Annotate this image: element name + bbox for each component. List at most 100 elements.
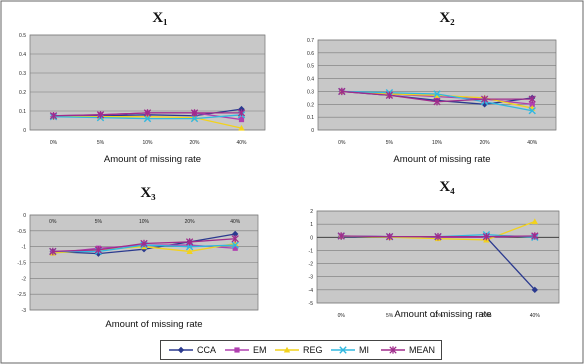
x-tick-label: 5% xyxy=(97,140,105,146)
data-point-mean xyxy=(528,95,536,103)
y-tick-label: 0.1 xyxy=(307,115,314,121)
x-tick-label: 20% xyxy=(480,140,491,146)
y-tick-label: -3 xyxy=(309,275,314,281)
data-point-mean xyxy=(94,246,103,254)
y-tick-label: 0.7 xyxy=(307,38,314,44)
y-tick-label: 2 xyxy=(310,209,313,215)
y-tick-label: -1.5 xyxy=(17,261,26,267)
legend-label: MEAN xyxy=(409,345,435,355)
data-point-mean xyxy=(337,232,345,240)
data-point-em xyxy=(238,116,245,123)
data-point-mean xyxy=(385,91,394,99)
data-point-mi xyxy=(433,90,441,98)
y-tick-label: 0.3 xyxy=(19,71,26,77)
data-point-mean xyxy=(185,238,194,246)
y-tick-label: 0 xyxy=(23,128,26,134)
legend-item-mi: MI xyxy=(331,345,369,355)
y-tick-label: -3 xyxy=(22,308,27,314)
x-axis-label: Amount of missing rate xyxy=(105,319,202,330)
data-point-mean xyxy=(338,87,346,96)
chart-panel-3: 0 -0.5 -1 -1.5 -2 -2.5 -3 0% 5% 10% 20% 40% X₃ Amount… xyxy=(17,185,259,330)
data-point-mean xyxy=(190,109,199,117)
data-point-mi xyxy=(528,107,536,115)
y-tick-label: -5 xyxy=(309,301,314,307)
data-point-reg xyxy=(238,124,245,131)
data-point-mi xyxy=(190,114,199,123)
x-tick-label: 5% xyxy=(386,313,394,319)
legend-label: EM xyxy=(253,345,267,355)
x-tick-label: 40% xyxy=(236,140,247,146)
y-tick-label: -2.5 xyxy=(17,292,26,298)
y-tick-label: 0 xyxy=(310,235,313,241)
data-point-reg xyxy=(186,248,193,254)
data-point-mean xyxy=(480,95,489,103)
x-axis-label: Amount of missing rate xyxy=(394,309,491,320)
data-point-mean xyxy=(482,232,491,241)
legend-item-em: EM xyxy=(225,345,267,355)
y-tick-label: 0 xyxy=(23,213,26,219)
data-point-mean xyxy=(140,239,148,248)
y-tick-label: -4 xyxy=(309,288,314,294)
y-tick-label: 1 xyxy=(310,222,313,228)
data-point-em xyxy=(529,101,535,107)
x-tick-label: 20% xyxy=(481,313,492,319)
x-tick-label: 0% xyxy=(50,140,58,146)
y-tick-label: 0.5 xyxy=(307,64,314,70)
data-point-mean xyxy=(49,247,57,256)
legend-canvas: CCA EM REG MI MEAN xyxy=(169,345,435,355)
y-tick-label: -1 xyxy=(309,248,314,254)
legend-marker xyxy=(339,346,347,354)
data-point-cca xyxy=(238,105,245,113)
data-point-mean xyxy=(237,109,246,117)
legend-marker xyxy=(283,346,291,353)
data-point-mean xyxy=(434,232,442,241)
legend-item-mean: MEAN xyxy=(381,345,435,355)
y-tick-label: -2 xyxy=(22,276,27,282)
data-point-mean xyxy=(531,232,539,240)
x-tick-label: 20% xyxy=(185,219,196,225)
y-tick-label: 0 xyxy=(311,128,314,134)
x-tick-label: 10% xyxy=(433,313,444,319)
y-tick-label: 0.2 xyxy=(19,90,26,96)
x-tick-label: 0% xyxy=(49,219,57,225)
data-point-mean xyxy=(143,109,152,117)
chart-panel-2: 0 0.1 0.2 0.3 0.4 0.5 0.6 0.7 0% 5% 10% 20% 40% X₂ Amo… xyxy=(307,10,557,165)
data-point-mean xyxy=(49,112,58,120)
data-point-mean xyxy=(231,235,239,243)
legend-marker xyxy=(177,346,185,354)
legend-marker xyxy=(389,346,397,354)
data-point-mi xyxy=(231,241,239,249)
y-tick-label: 0.4 xyxy=(19,52,26,58)
legend-label: MI xyxy=(359,345,369,355)
y-tick-label: -2 xyxy=(309,262,314,268)
y-tick-label: -0.5 xyxy=(17,229,26,235)
x-tick-label: 5% xyxy=(386,140,394,146)
x-tick-label: 20% xyxy=(189,140,200,146)
chart-title: X₄ xyxy=(439,179,455,195)
chart-title: X₂ xyxy=(439,10,455,26)
legend-marker xyxy=(234,347,240,353)
x-axis-label: Amount of missing rate xyxy=(393,154,490,165)
y-tick-label: 0.3 xyxy=(307,89,314,95)
data-point-mean xyxy=(433,98,441,106)
legend: CCA EM REG MI MEAN xyxy=(160,340,442,360)
chart-panel-1: 0 0.1 0.2 0.3 0.4 0.5 0% 5% 10% 20% 40% X₁ Amount of… xyxy=(19,10,266,165)
data-point-mi xyxy=(143,114,152,123)
legend-label: REG xyxy=(303,345,323,355)
y-tick-label: 0.1 xyxy=(19,109,26,115)
x-axis-label: Amount of missing rate xyxy=(104,154,201,165)
y-tick-label: 0.2 xyxy=(307,102,314,108)
plot-area xyxy=(317,39,557,131)
x-tick-label: 0% xyxy=(338,140,346,146)
x-tick-label: 10% xyxy=(432,140,443,146)
x-tick-label: 0% xyxy=(338,313,346,319)
y-tick-label: 0.4 xyxy=(307,77,314,83)
y-tick-label: 0.6 xyxy=(307,51,314,57)
x-tick-label: 40% xyxy=(230,219,241,225)
chart-title: X₃ xyxy=(140,185,156,201)
chart-panel-4: 2 1 0 -1 -2 -3 -4 -5 0% 5% 10% 20% 40% X₄ Amount of mi… xyxy=(309,179,560,320)
data-point-em xyxy=(232,245,238,251)
x-tick-label: 40% xyxy=(530,313,541,319)
